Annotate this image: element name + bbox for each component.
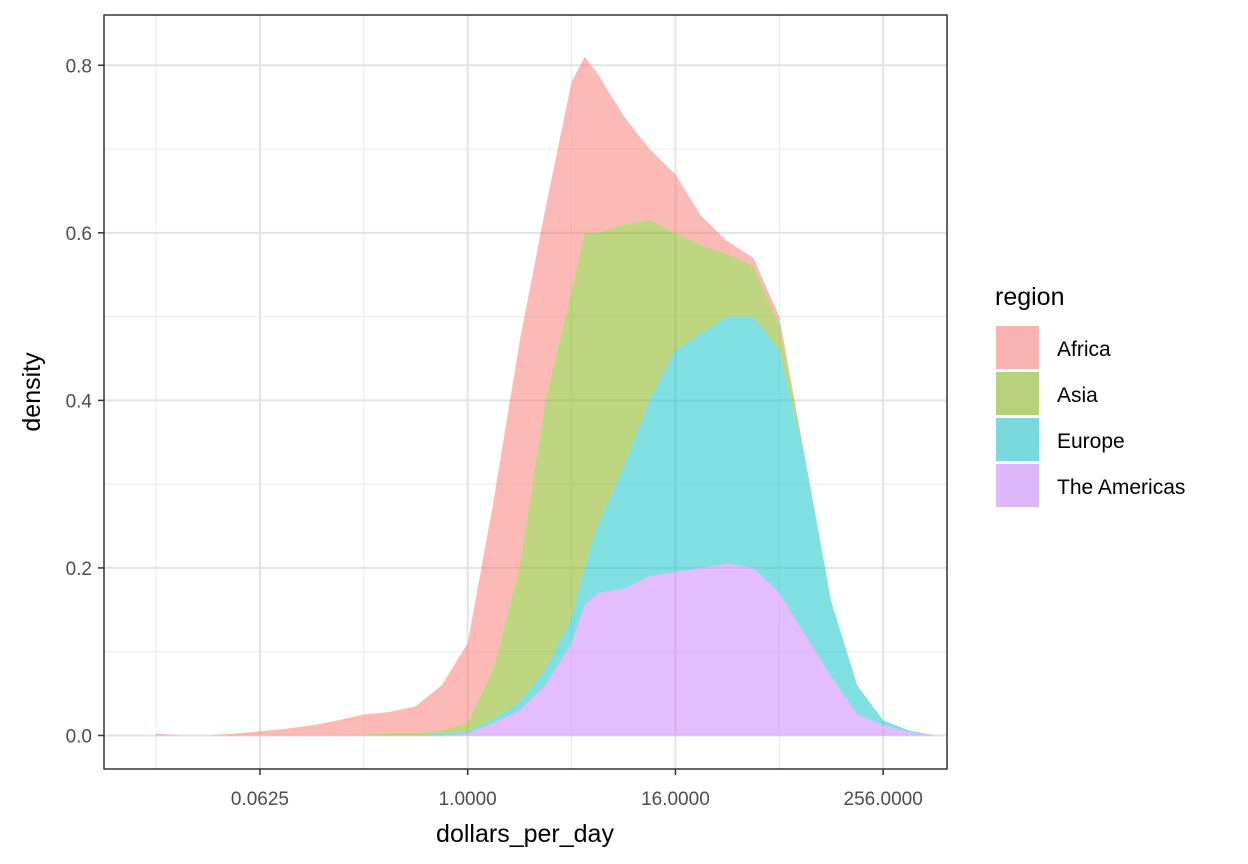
density-area-asia — [155, 220, 936, 736]
y-tick-label: 0.2 — [66, 559, 92, 580]
density-area-africa — [155, 56, 936, 736]
y-tick-label: 0.8 — [66, 56, 92, 77]
legend-label: The Americas — [1057, 476, 1185, 499]
y-tick-label: 0.6 — [66, 224, 92, 245]
legend: region Africa Asia Europe The Americas — [995, 283, 1185, 507]
x-axis: 0.0625 1.0000 16.0000 256.0000 — [231, 769, 923, 810]
legend-label: Asia — [1057, 384, 1098, 407]
x-tick-label: 1.0000 — [439, 789, 497, 810]
y-axis: 0.0 0.2 0.4 0.6 0.8 — [66, 56, 104, 747]
legend-label: Africa — [1057, 338, 1111, 361]
legend-key — [996, 326, 1039, 369]
density-area-the-americas — [155, 563, 936, 736]
legend-title: region — [995, 283, 1065, 311]
x-tick-label: 256.0000 — [844, 789, 923, 810]
x-tick-label: 0.0625 — [231, 789, 289, 810]
x-tick-label: 16.0000 — [641, 789, 710, 810]
density-area-europe — [155, 316, 936, 736]
y-axis-title: density — [18, 352, 46, 432]
plot-panel-border — [103, 14, 948, 770]
x-axis-title: dollars_per_day — [436, 820, 614, 848]
density-areas — [155, 56, 936, 736]
y-tick-label: 0.0 — [66, 726, 92, 747]
legend-label: Europe — [1057, 430, 1125, 453]
legend-key — [996, 372, 1039, 415]
y-tick-label: 0.4 — [66, 391, 93, 412]
legend-key — [996, 464, 1039, 507]
legend-key — [996, 418, 1039, 461]
